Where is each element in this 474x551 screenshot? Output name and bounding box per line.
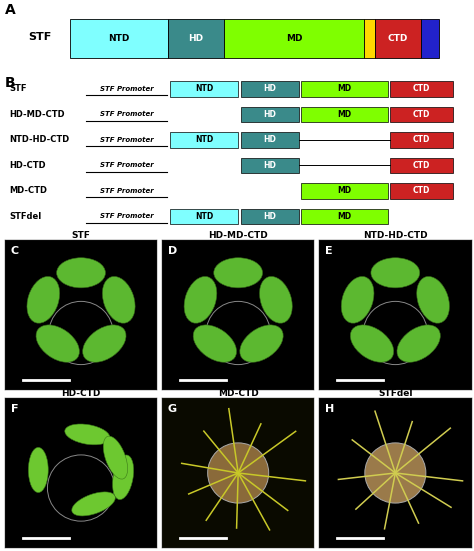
Bar: [240, 158, 299, 173]
Text: G: G: [168, 404, 177, 414]
Text: STF Promoter: STF Promoter: [100, 213, 154, 219]
Text: STF Promoter: STF Promoter: [100, 111, 154, 117]
Bar: [390, 107, 453, 122]
Text: NTD: NTD: [195, 212, 213, 221]
Text: CTD: CTD: [413, 161, 430, 170]
Text: MD: MD: [337, 212, 351, 221]
Ellipse shape: [65, 424, 110, 445]
Bar: [390, 158, 453, 173]
Bar: [240, 132, 299, 148]
Text: H: H: [325, 404, 334, 414]
Text: MD: MD: [286, 34, 302, 43]
Title: HD-MD-CTD: HD-MD-CTD: [208, 230, 268, 240]
Text: HD: HD: [263, 212, 276, 221]
Ellipse shape: [82, 325, 126, 362]
Bar: [301, 107, 388, 122]
Bar: [390, 82, 453, 96]
Text: HD: HD: [263, 84, 276, 94]
Text: NTD-HD-CTD: NTD-HD-CTD: [9, 136, 70, 144]
Text: F: F: [11, 404, 18, 414]
Text: STF: STF: [28, 32, 51, 42]
Title: STF: STF: [72, 230, 91, 240]
Bar: [70, 19, 168, 58]
Title: HD-CTD: HD-CTD: [61, 388, 100, 398]
Ellipse shape: [341, 277, 374, 323]
Ellipse shape: [371, 258, 420, 288]
Text: HD: HD: [263, 161, 276, 170]
Text: STF Promoter: STF Promoter: [100, 137, 154, 143]
Bar: [171, 209, 238, 224]
Title: STFdel: STFdel: [378, 388, 412, 398]
Text: E: E: [325, 246, 333, 256]
Text: STF Promoter: STF Promoter: [100, 188, 154, 194]
Ellipse shape: [36, 325, 80, 362]
Bar: [224, 19, 364, 58]
Ellipse shape: [397, 325, 440, 362]
Circle shape: [208, 443, 269, 503]
Bar: [168, 19, 224, 58]
Ellipse shape: [240, 325, 283, 362]
Text: C: C: [11, 246, 19, 256]
Text: B: B: [5, 76, 15, 90]
Ellipse shape: [72, 492, 115, 516]
Text: HD: HD: [263, 110, 276, 119]
Text: D: D: [168, 246, 177, 256]
Text: STF: STF: [9, 84, 27, 94]
Bar: [421, 19, 439, 58]
Ellipse shape: [260, 277, 292, 323]
Text: CTD: CTD: [413, 136, 430, 144]
Bar: [240, 209, 299, 224]
Ellipse shape: [184, 277, 217, 323]
Ellipse shape: [350, 325, 394, 362]
Text: HD: HD: [189, 34, 204, 43]
Ellipse shape: [56, 258, 105, 288]
Text: STF Promoter: STF Promoter: [100, 163, 154, 169]
Ellipse shape: [28, 447, 48, 493]
Text: STF Promoter: STF Promoter: [100, 86, 154, 92]
Text: STFdel: STFdel: [9, 212, 42, 221]
Ellipse shape: [103, 436, 128, 479]
Text: MD: MD: [337, 110, 351, 119]
Text: NTD: NTD: [195, 136, 213, 144]
Bar: [301, 209, 388, 224]
Bar: [240, 107, 299, 122]
Text: HD: HD: [263, 136, 276, 144]
Ellipse shape: [102, 277, 135, 323]
Ellipse shape: [193, 325, 237, 362]
Bar: [301, 82, 388, 96]
Text: MD: MD: [337, 186, 351, 196]
Text: CTD: CTD: [413, 84, 430, 94]
Ellipse shape: [417, 277, 449, 323]
Text: HD-MD-CTD: HD-MD-CTD: [9, 110, 65, 119]
Title: MD-CTD: MD-CTD: [218, 388, 258, 398]
Ellipse shape: [112, 455, 134, 500]
Ellipse shape: [214, 258, 263, 288]
Text: CTD: CTD: [388, 34, 408, 43]
Text: NTD: NTD: [109, 34, 130, 43]
Text: CTD: CTD: [413, 186, 430, 196]
Text: MD-CTD: MD-CTD: [9, 186, 47, 196]
Circle shape: [365, 443, 426, 503]
Text: MD: MD: [337, 84, 351, 94]
Text: CTD: CTD: [413, 110, 430, 119]
Text: A: A: [5, 3, 16, 17]
Bar: [374, 19, 421, 58]
Bar: [301, 183, 388, 198]
Text: NTD: NTD: [195, 84, 213, 94]
Bar: [171, 82, 238, 96]
Title: NTD-HD-CTD: NTD-HD-CTD: [363, 230, 428, 240]
Bar: [171, 132, 238, 148]
Bar: [240, 82, 299, 96]
Text: HD-CTD: HD-CTD: [9, 161, 46, 170]
Bar: [390, 183, 453, 198]
Bar: [390, 132, 453, 148]
Ellipse shape: [27, 277, 60, 323]
Bar: [364, 19, 374, 58]
